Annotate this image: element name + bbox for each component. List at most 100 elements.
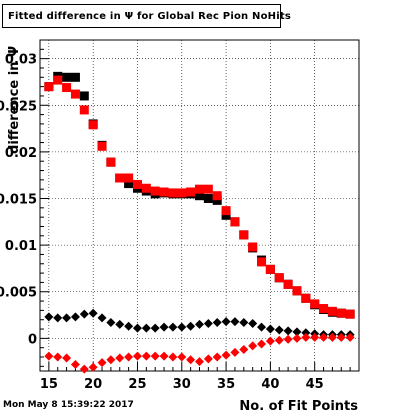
- data-point-square: [327, 306, 337, 316]
- data-point-diamond: [230, 317, 240, 327]
- data-point-diamond: [292, 333, 302, 343]
- series-0: [44, 71, 355, 319]
- data-point-square: [168, 188, 178, 198]
- x-axis-label: No. of Fit Points: [239, 399, 358, 414]
- data-point-square: [265, 264, 275, 274]
- y-tick-label: 0.025: [0, 99, 37, 114]
- y-tick-label: 0.015: [0, 193, 37, 208]
- data-point-diamond: [265, 336, 275, 346]
- data-point-diamond: [310, 332, 320, 342]
- data-point-diamond: [239, 318, 249, 328]
- data-point-square: [345, 309, 355, 319]
- timestamp: Mon May 8 15:39:22 2017: [3, 400, 134, 410]
- data-point-square: [257, 257, 267, 267]
- y-tick-label: 0.03: [5, 53, 37, 68]
- data-point-square: [248, 242, 258, 252]
- series-3: [44, 332, 355, 374]
- data-point-square: [274, 273, 284, 283]
- data-point-square: [150, 186, 160, 196]
- data-point-diamond: [62, 353, 72, 363]
- data-point-diamond: [124, 321, 134, 331]
- data-point-square: [97, 141, 107, 151]
- data-point-diamond: [115, 319, 125, 329]
- data-point-square: [177, 188, 187, 198]
- data-point-diamond: [44, 351, 54, 361]
- data-point-square: [70, 89, 80, 99]
- data-point-diamond: [230, 347, 240, 357]
- data-point-diamond: [97, 358, 107, 368]
- data-point-diamond: [203, 354, 213, 364]
- data-point-square: [88, 120, 98, 130]
- data-point-diamond: [150, 323, 160, 333]
- data-point-square: [239, 230, 249, 240]
- data-point-square: [106, 157, 116, 167]
- grid-lines: [40, 40, 359, 371]
- data-point-diamond: [44, 312, 54, 322]
- data-point-diamond: [62, 313, 72, 323]
- data-point-diamond: [203, 318, 213, 328]
- data-point-square: [310, 299, 320, 309]
- x-tick-label: 25: [128, 377, 146, 392]
- data-point-square: [212, 191, 222, 201]
- x-tick-label: 35: [217, 377, 235, 392]
- x-tick-label: 15: [40, 377, 58, 392]
- data-point-square: [301, 293, 311, 303]
- data-point-square: [221, 210, 231, 220]
- data-point-diamond: [115, 353, 125, 363]
- data-point-diamond: [292, 327, 302, 337]
- data-point-square: [53, 75, 63, 85]
- data-point-diamond: [53, 352, 63, 362]
- x-tick-label: 45: [306, 377, 324, 392]
- data-point-square: [70, 72, 80, 82]
- chart-title: Fitted difference in Ψ for Global Rec Pi…: [8, 11, 291, 22]
- y-tick-label: 0.02: [5, 146, 37, 161]
- data-point-diamond: [265, 324, 275, 334]
- data-point-square: [230, 217, 240, 227]
- data-point-diamond: [319, 332, 329, 342]
- series-2: [44, 308, 355, 340]
- data-point-diamond: [283, 334, 293, 344]
- data-point-square: [141, 183, 151, 193]
- data-point-diamond: [336, 332, 346, 342]
- data-point-diamond: [88, 362, 98, 372]
- data-point-diamond: [106, 355, 116, 365]
- y-tick-label: 0.01: [5, 239, 37, 254]
- data-point-diamond: [159, 322, 169, 332]
- data-point-diamond: [257, 339, 267, 349]
- data-point-diamond: [177, 352, 187, 362]
- y-axis-label: difference in Ψ: [7, 46, 22, 154]
- data-point-diamond: [132, 323, 142, 333]
- data-point-square: [203, 184, 213, 194]
- y-tick-label: 0: [28, 332, 37, 347]
- data-point-diamond: [79, 309, 89, 319]
- chart-title-box: Fitted difference in Ψ for Global Rec Pi…: [2, 4, 291, 28]
- data-point-diamond: [141, 351, 151, 361]
- data-point-square: [195, 184, 204, 194]
- data-point-diamond: [168, 352, 178, 362]
- data-point-diamond: [274, 335, 284, 345]
- data-point-diamond: [221, 350, 231, 360]
- data-marks: [44, 71, 355, 374]
- data-point-diamond: [248, 318, 258, 328]
- data-point-square: [292, 286, 302, 296]
- data-point-diamond: [70, 359, 80, 369]
- y-tick-label: 0.005: [0, 286, 37, 301]
- data-point-square: [186, 187, 196, 197]
- x-tick-label: 20: [84, 377, 102, 392]
- data-point-diamond: [301, 328, 311, 338]
- data-point-diamond: [150, 351, 160, 361]
- axis-ticks: 15 20 25 30 35 40 45 0 0.005 0.01 0.015 0.02 0.025 0.…: [0, 48, 360, 392]
- data-point-diamond: [195, 319, 204, 329]
- data-point-diamond: [212, 352, 222, 362]
- x-tick-label: 40: [261, 377, 279, 392]
- data-point-diamond: [132, 351, 142, 361]
- data-point-square: [44, 82, 54, 92]
- data-point-diamond: [159, 351, 169, 361]
- data-point-square: [62, 83, 72, 93]
- data-point-diamond: [239, 345, 249, 355]
- data-point-square: [221, 206, 231, 216]
- data-point-diamond: [186, 321, 196, 331]
- data-point-diamond: [221, 317, 231, 327]
- data-point-square: [159, 187, 169, 197]
